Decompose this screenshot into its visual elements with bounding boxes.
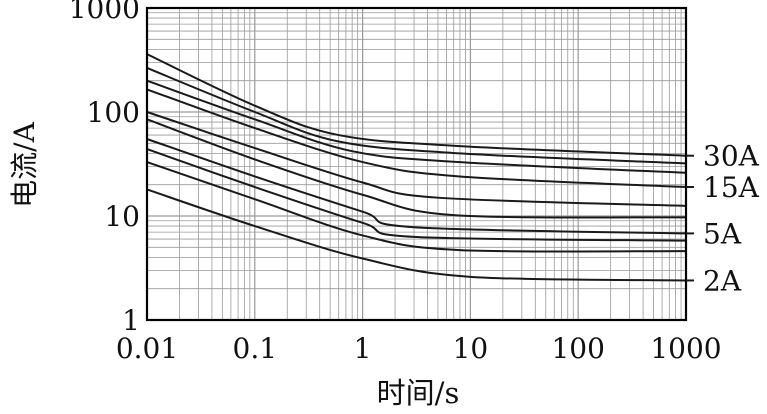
x-tick-labels: 0.01 0.1 1 10 100 1000 xyxy=(116,332,722,365)
x-tick-label: 1 xyxy=(354,332,372,365)
series-line-2 xyxy=(146,67,687,165)
series-line-1 xyxy=(146,53,687,157)
series-line-6 xyxy=(146,118,687,219)
x-tick-label: 0.01 xyxy=(116,332,178,365)
series-line-9 xyxy=(146,161,687,253)
series-line-7 xyxy=(146,138,687,235)
chart-series-lines xyxy=(146,53,687,282)
series-line-10 xyxy=(146,188,687,282)
x-tick-label: 0.1 xyxy=(233,332,278,365)
series-label: 15A xyxy=(703,171,760,204)
y-tick-label: 10 xyxy=(104,200,140,233)
plot-frame xyxy=(145,6,688,322)
series-line-8 xyxy=(146,148,687,242)
y-tick-label: 1000 xyxy=(69,0,140,25)
series-label: 2A xyxy=(703,264,742,297)
x-tick-label: 1000 xyxy=(650,332,721,365)
y-tick-label: 1 xyxy=(122,304,140,337)
series-line-5 xyxy=(146,111,687,207)
series-line-4 xyxy=(146,88,687,189)
x-tick-label: 10 xyxy=(453,332,489,365)
series-line-3 xyxy=(146,79,687,174)
x-tick-label: 100 xyxy=(551,332,604,365)
series-label: 5A xyxy=(703,217,742,250)
series-label: 30A xyxy=(703,140,760,173)
y-tick-label: 100 xyxy=(87,96,140,129)
chart-grid xyxy=(146,8,686,321)
x-axis-label: 时间/s xyxy=(377,376,460,410)
y-axis-label: 电流/A xyxy=(8,121,41,207)
y-tick-labels: 1 10 100 1000 xyxy=(69,0,140,337)
